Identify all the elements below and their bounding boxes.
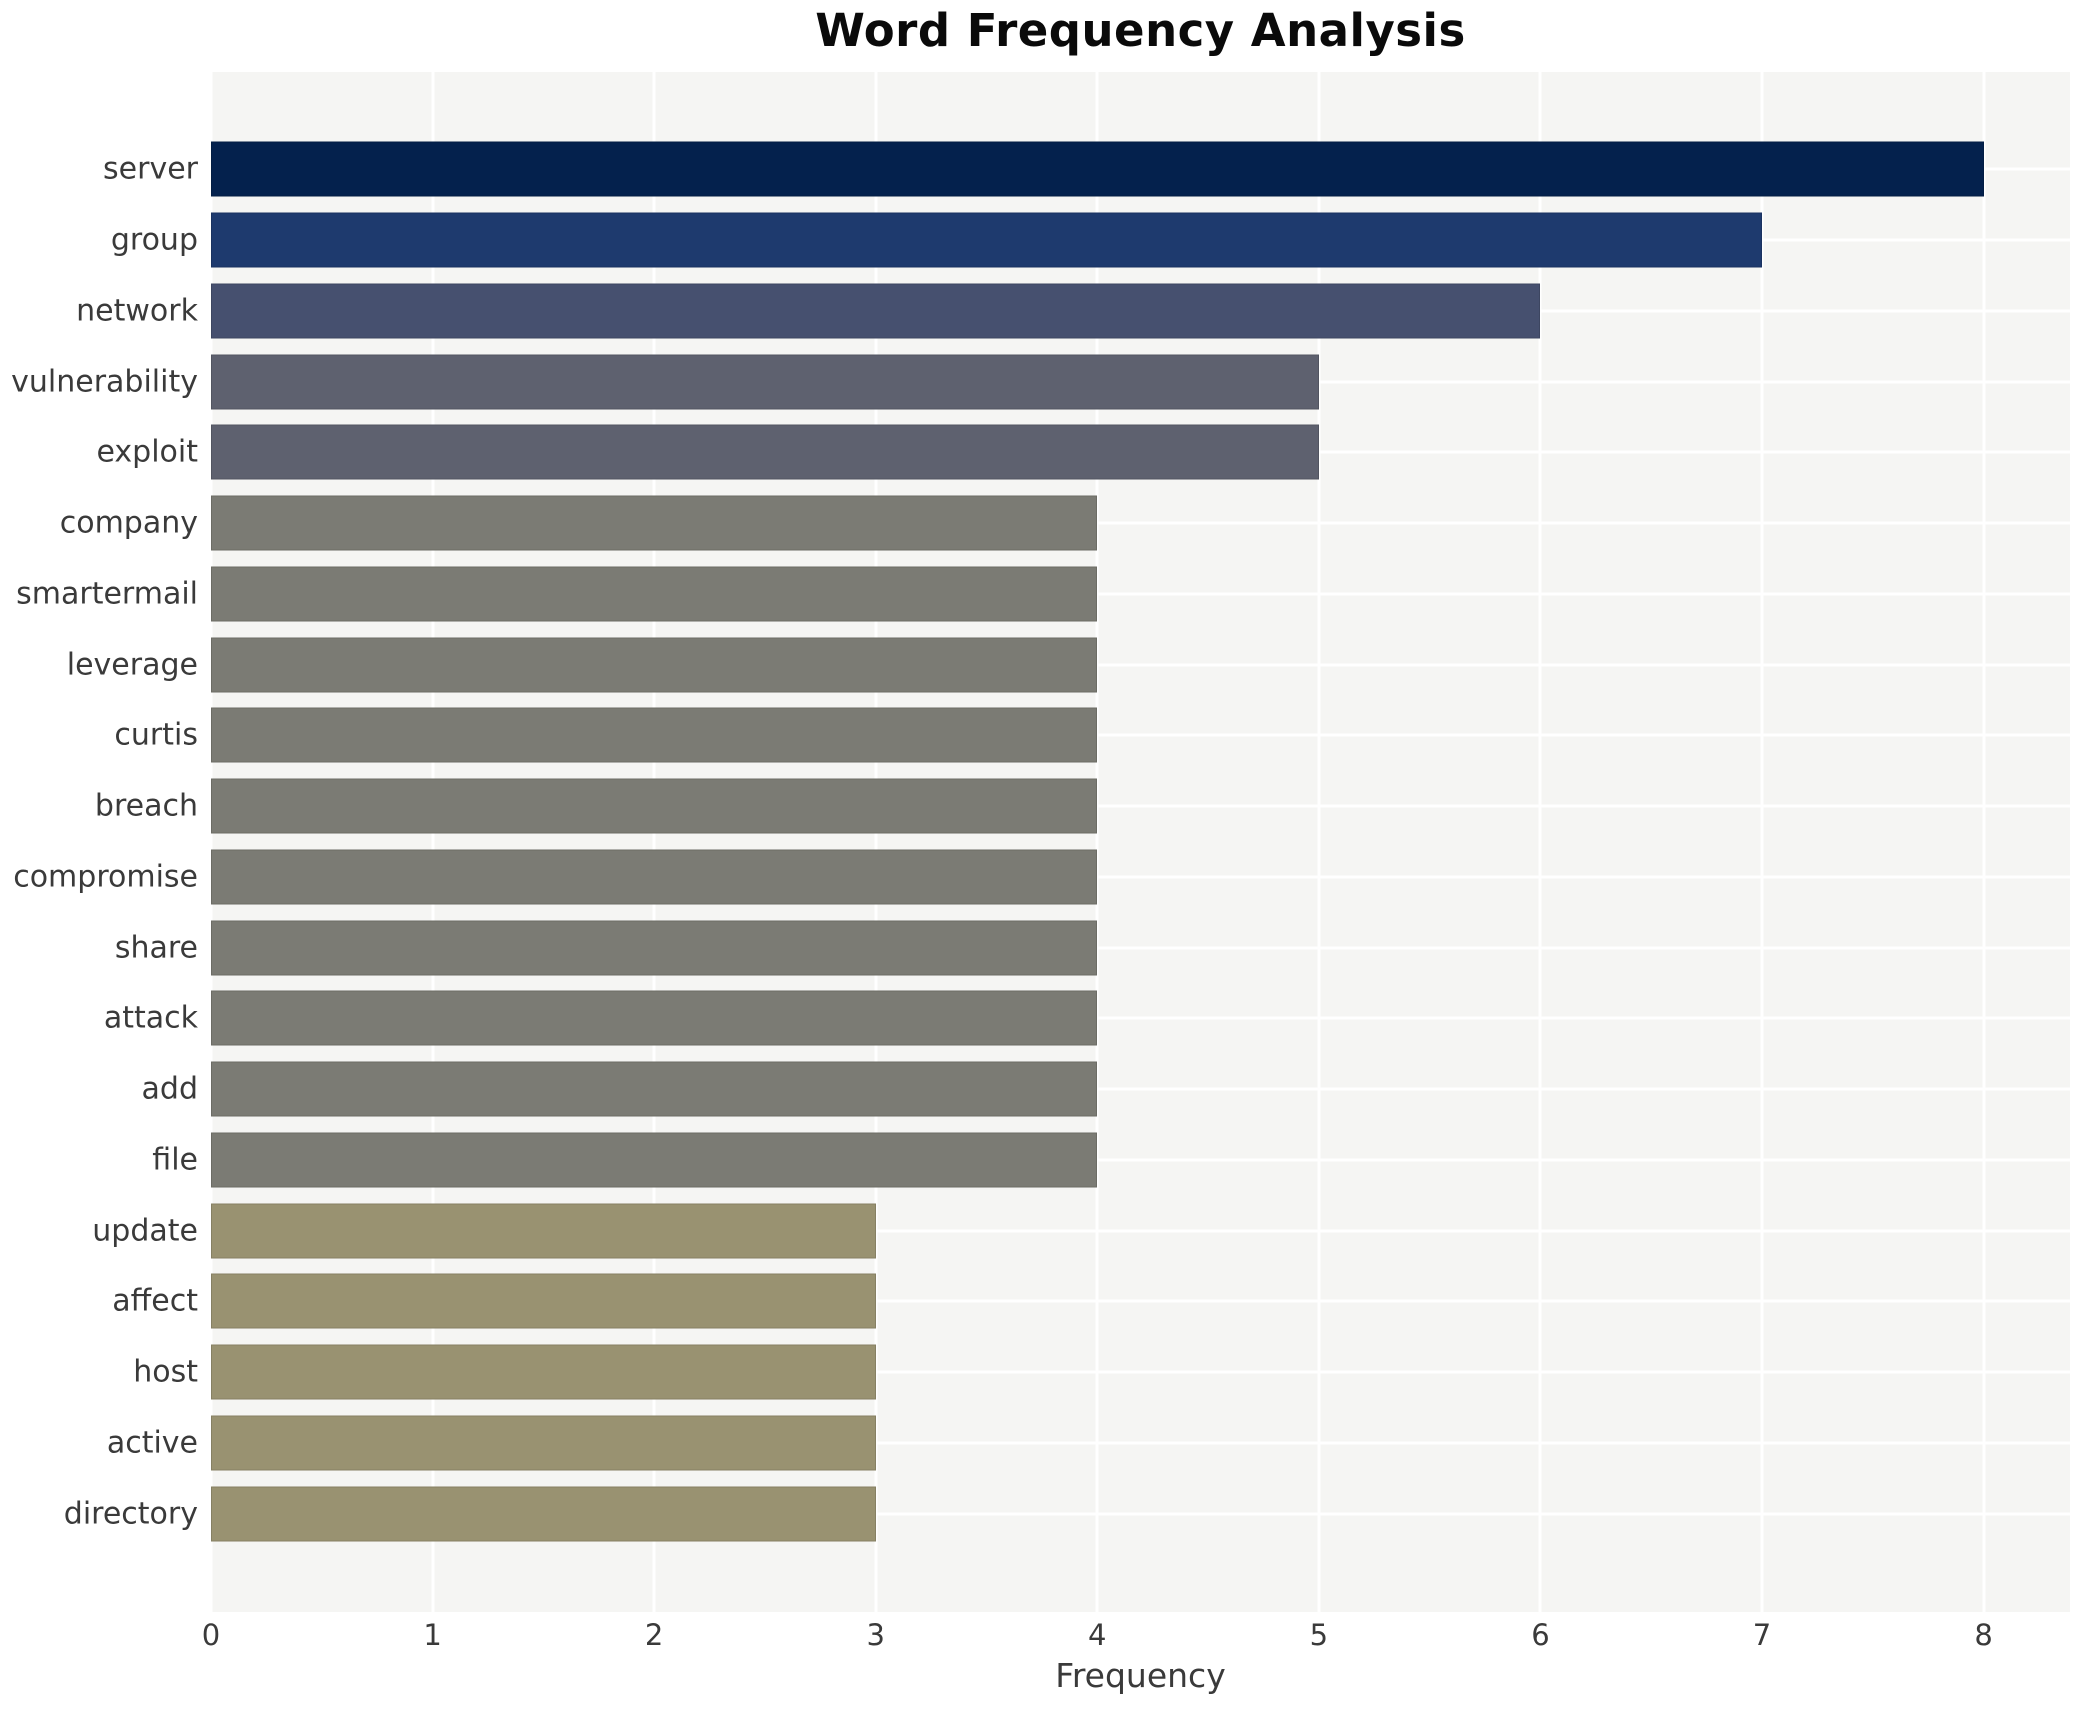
horizontal-gridline bbox=[211, 521, 2070, 525]
bar-row: add bbox=[142, 1054, 2070, 1125]
horizontal-gridline bbox=[211, 733, 2070, 737]
bar-row: attack bbox=[104, 983, 2070, 1054]
bar-vulnerability bbox=[211, 354, 1319, 410]
category-label-smartermail: smartermail bbox=[16, 576, 198, 612]
bar-row: update bbox=[92, 1195, 2070, 1266]
bar-row: share bbox=[115, 912, 2070, 983]
x-tick-label-6: 6 bbox=[1531, 1618, 1550, 1652]
horizontal-gridline bbox=[211, 1441, 2070, 1445]
category-label-network: network bbox=[76, 293, 198, 329]
bar-row: exploit bbox=[96, 417, 2070, 488]
bar-row: smartermail bbox=[16, 559, 2070, 630]
bar-row: company bbox=[60, 488, 2070, 559]
category-label-group: group bbox=[110, 222, 198, 258]
category-label-file: file bbox=[152, 1142, 198, 1178]
category-label-active: active bbox=[106, 1425, 198, 1461]
bar-group bbox=[211, 212, 1762, 268]
x-tick-label-4: 4 bbox=[1088, 1618, 1107, 1652]
horizontal-gridline bbox=[211, 804, 2070, 808]
category-label-host: host bbox=[133, 1354, 198, 1390]
category-label-share: share bbox=[114, 930, 198, 966]
category-label-add: add bbox=[141, 1071, 198, 1107]
category-label-attack: attack bbox=[103, 1000, 198, 1036]
category-label-vulnerability: vulnerability bbox=[11, 364, 198, 400]
horizontal-gridline bbox=[211, 1299, 2070, 1303]
horizontal-gridline bbox=[211, 592, 2070, 596]
bar-update bbox=[211, 1203, 876, 1259]
category-label-company: company bbox=[59, 505, 198, 541]
x-tick-label-8: 8 bbox=[1974, 1618, 1993, 1652]
vertical-gridline bbox=[1538, 72, 1542, 1612]
horizontal-gridline bbox=[211, 1158, 2070, 1162]
vertical-gridline bbox=[1760, 72, 1764, 1612]
vertical-gridline bbox=[1317, 72, 1321, 1612]
x-tick-label-0: 0 bbox=[201, 1618, 221, 1652]
horizontal-gridline bbox=[211, 1512, 2070, 1516]
bar-row: compromise bbox=[13, 842, 2070, 913]
bar-rows-container: server group network vulnerability exploit co… bbox=[11, 134, 2070, 1549]
bar-server bbox=[211, 141, 1984, 197]
x-tick-label-2: 2 bbox=[644, 1618, 664, 1652]
bar-row: breach bbox=[95, 771, 2070, 842]
vertical-gridline bbox=[209, 72, 213, 1612]
bar-row: affect bbox=[112, 1266, 2070, 1337]
horizontal-gridline bbox=[211, 1087, 2070, 1091]
horizontal-gridline bbox=[211, 663, 2070, 667]
category-label-directory: directory bbox=[63, 1496, 198, 1532]
horizontal-gridline bbox=[211, 946, 2070, 950]
bar-leverage bbox=[211, 637, 1098, 693]
bar-compromise bbox=[211, 849, 1098, 905]
bar-row: server bbox=[103, 134, 2070, 205]
horizontal-gridline bbox=[211, 1016, 2070, 1020]
category-label-curtis: curtis bbox=[114, 717, 198, 753]
category-label-leverage: leverage bbox=[66, 647, 198, 683]
vertical-gridline bbox=[874, 72, 878, 1612]
x-tick-label-1: 1 bbox=[423, 1618, 442, 1652]
bar-row: active bbox=[107, 1408, 2070, 1479]
bar-directory bbox=[211, 1486, 876, 1542]
bar-file bbox=[211, 1132, 1098, 1188]
x-axis-ticks: 0 1 2 3 4 5 6 7 8 bbox=[202, 1618, 2070, 1658]
vertical-gridline bbox=[652, 72, 656, 1612]
category-label-breach: breach bbox=[94, 788, 198, 824]
horizontal-gridline bbox=[211, 1229, 2070, 1233]
bar-row: file bbox=[152, 1125, 2070, 1196]
x-axis-label: Frequency bbox=[1055, 1656, 1226, 1695]
chart-title: Word Frequency Analysis bbox=[815, 4, 1466, 57]
vertical-gridline bbox=[1982, 72, 1986, 1612]
plot-area: server group network vulnerability exploit co… bbox=[11, 72, 2070, 1612]
category-label-server: server bbox=[103, 151, 198, 187]
bar-row: vulnerability bbox=[11, 346, 2070, 417]
category-label-affect: affect bbox=[112, 1283, 198, 1319]
bar-host bbox=[211, 1344, 876, 1400]
x-tick-label-7: 7 bbox=[1752, 1618, 1772, 1652]
category-label-compromise: compromise bbox=[13, 859, 198, 895]
horizontal-gridline bbox=[211, 875, 2070, 879]
bar-active bbox=[211, 1415, 876, 1471]
bar-add bbox=[211, 1061, 1098, 1117]
vertical-gridline bbox=[1095, 72, 1099, 1612]
category-label-exploit: exploit bbox=[96, 434, 198, 470]
bar-breach bbox=[211, 778, 1098, 834]
category-label-update: update bbox=[92, 1213, 198, 1249]
bar-smartermail bbox=[211, 566, 1098, 622]
bar-network bbox=[211, 283, 1541, 339]
bar-exploit bbox=[211, 424, 1319, 480]
x-tick-label-5: 5 bbox=[1309, 1618, 1329, 1652]
bar-row: curtis bbox=[114, 700, 2070, 771]
bar-row: host bbox=[133, 1337, 2070, 1408]
bar-share bbox=[211, 920, 1098, 976]
bar-row: network bbox=[76, 276, 2070, 347]
x-tick-label-3: 3 bbox=[866, 1618, 885, 1652]
bar-row: leverage bbox=[67, 629, 2070, 700]
horizontal-gridline bbox=[211, 1370, 2070, 1374]
bar-attack bbox=[211, 990, 1098, 1046]
vertical-gridline bbox=[431, 72, 435, 1612]
bar-affect bbox=[211, 1273, 876, 1329]
bar-row: group bbox=[111, 205, 2070, 276]
bar-row: directory bbox=[64, 1478, 2070, 1549]
bar-company bbox=[211, 495, 1098, 551]
bar-curtis bbox=[211, 707, 1098, 763]
